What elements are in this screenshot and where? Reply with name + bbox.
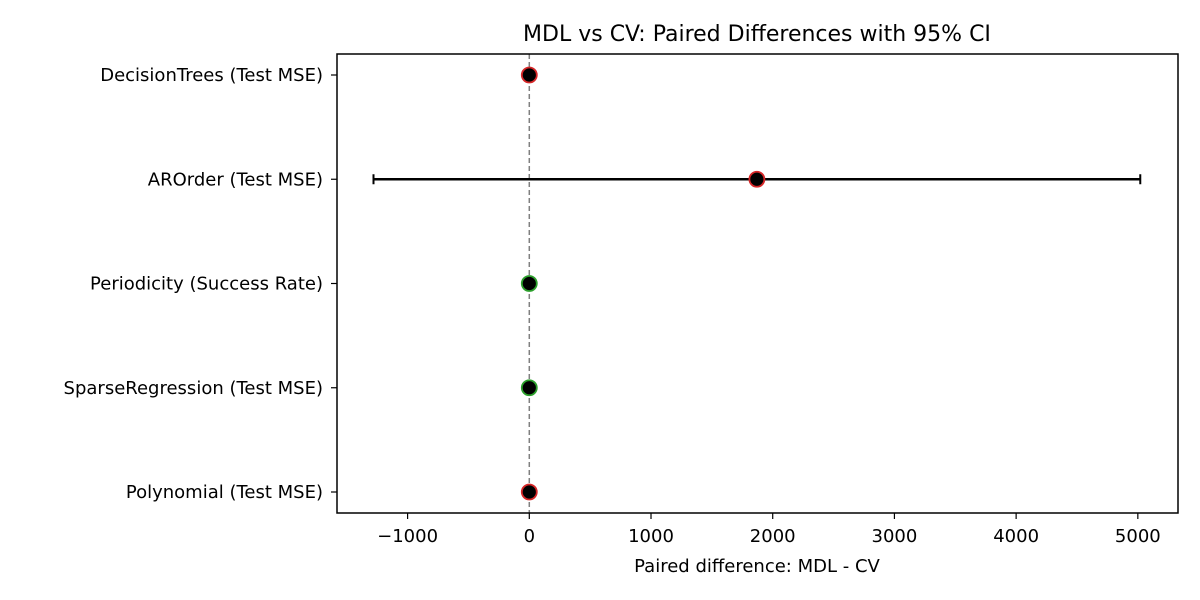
x-tick-label: 0 (524, 526, 535, 547)
y-tick-label: SparseRegression (Test MSE) (64, 378, 323, 399)
x-tick-label: 3000 (872, 526, 918, 547)
y-tick-label: DecisionTrees (Test MSE) (100, 65, 323, 86)
plot-area (372, 54, 1142, 513)
chart-title: MDL vs CV: Paired Differences with 95% C… (523, 22, 991, 47)
point-marker (520, 379, 538, 397)
x-axis: −1000 0 1000 2000 3000 4000 5000 (377, 513, 1161, 547)
y-tick-label: AROrder (Test MSE) (148, 169, 323, 190)
y-axis: DecisionTrees (Test MSE) AROrder (Test MS… (64, 65, 337, 503)
x-tick-label: −1000 (377, 526, 438, 547)
x-tick-label: 4000 (993, 526, 1039, 547)
plot-frame (336, 53, 1179, 514)
y-tick-label: Polynomial (Test MSE) (126, 482, 323, 503)
x-tick-label: 5000 (1115, 526, 1161, 547)
y-tick-label: Periodicity (Success Rate) (90, 274, 323, 295)
x-tick-label: 1000 (628, 526, 674, 547)
point-marker (520, 483, 538, 501)
point-marker (748, 170, 766, 188)
x-tick-label: 2000 (750, 526, 796, 547)
point-marker (520, 275, 538, 292)
x-axis-label: Paired difference: MDL - CV (634, 556, 880, 577)
point-marker (520, 66, 538, 84)
